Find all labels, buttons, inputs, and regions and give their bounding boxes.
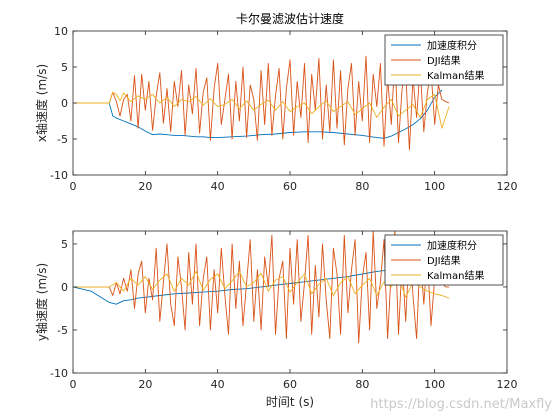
y-tick-label: 10 xyxy=(54,25,68,38)
series-line-0 xyxy=(73,89,443,139)
x-axis-label: 时间t (s) xyxy=(266,395,314,409)
x-tick-label: 40 xyxy=(211,378,225,391)
x-tick-label: 80 xyxy=(355,378,369,391)
y-tick-label: 5 xyxy=(61,238,68,251)
legend: 加速度积分 DJI结果 Kalman结果 xyxy=(384,34,504,86)
series-group xyxy=(73,55,450,151)
y-axis-label: x轴速度 (m/s) xyxy=(34,64,49,142)
x-tick-label: 0 xyxy=(70,180,77,193)
x-tick-label: 100 xyxy=(424,378,445,391)
legend-label-0: 加速度积分 xyxy=(427,239,477,252)
legend-label-1: DJI结果 xyxy=(427,54,461,67)
x-tick-label: 60 xyxy=(283,180,297,193)
x-tick-label: 120 xyxy=(497,378,518,391)
x-tick-label: 80 xyxy=(355,180,369,193)
y-tick-label: -10 xyxy=(50,367,68,380)
legend-label-2: Kalman结果 xyxy=(427,69,485,82)
legend: 加速度积分 DJI结果 Kalman结果 xyxy=(384,234,504,286)
legend-label-2: Kalman结果 xyxy=(427,269,485,282)
plot-x-velocity: 0 20 40 60 80 100 120 -10 -5 0 5 10 卡尔曼滤波估计速度 x轴速度 (m… xyxy=(34,11,518,193)
x-tick-label: 120 xyxy=(497,180,518,193)
x-tick-label: 40 xyxy=(211,180,225,193)
legend-label-1: DJI结果 xyxy=(427,254,461,267)
series-line-1 xyxy=(73,55,450,151)
y-tick-label: -5 xyxy=(57,324,68,337)
y-axis-label: y轴速度 (m/s) xyxy=(34,263,49,341)
x-tick-label: 100 xyxy=(424,180,445,193)
x-tick-label: 20 xyxy=(138,378,152,391)
plot-y-velocity: 0 20 40 60 80 100 120 -10 -5 0 5 y轴速度 (m/s) 时间t (s) 加… xyxy=(34,230,518,409)
y-tick-label: 0 xyxy=(61,281,68,294)
series-line-2 xyxy=(73,91,450,129)
chart-title: 卡尔曼滤波估计速度 xyxy=(236,11,344,26)
y-tick-label: 5 xyxy=(61,61,68,74)
series-line-2 xyxy=(73,270,450,299)
watermark: https://blog.csdn.net/Maxfly xyxy=(370,397,552,412)
y-tick-label: 0 xyxy=(61,97,68,110)
y-tick-label: -5 xyxy=(57,133,68,146)
legend-label-0: 加速度积分 xyxy=(427,39,477,52)
x-tick-label: 20 xyxy=(138,180,152,193)
y-tick-label: -10 xyxy=(50,169,68,182)
x-tick-label: 60 xyxy=(283,378,297,391)
x-tick-label: 0 xyxy=(70,378,77,391)
